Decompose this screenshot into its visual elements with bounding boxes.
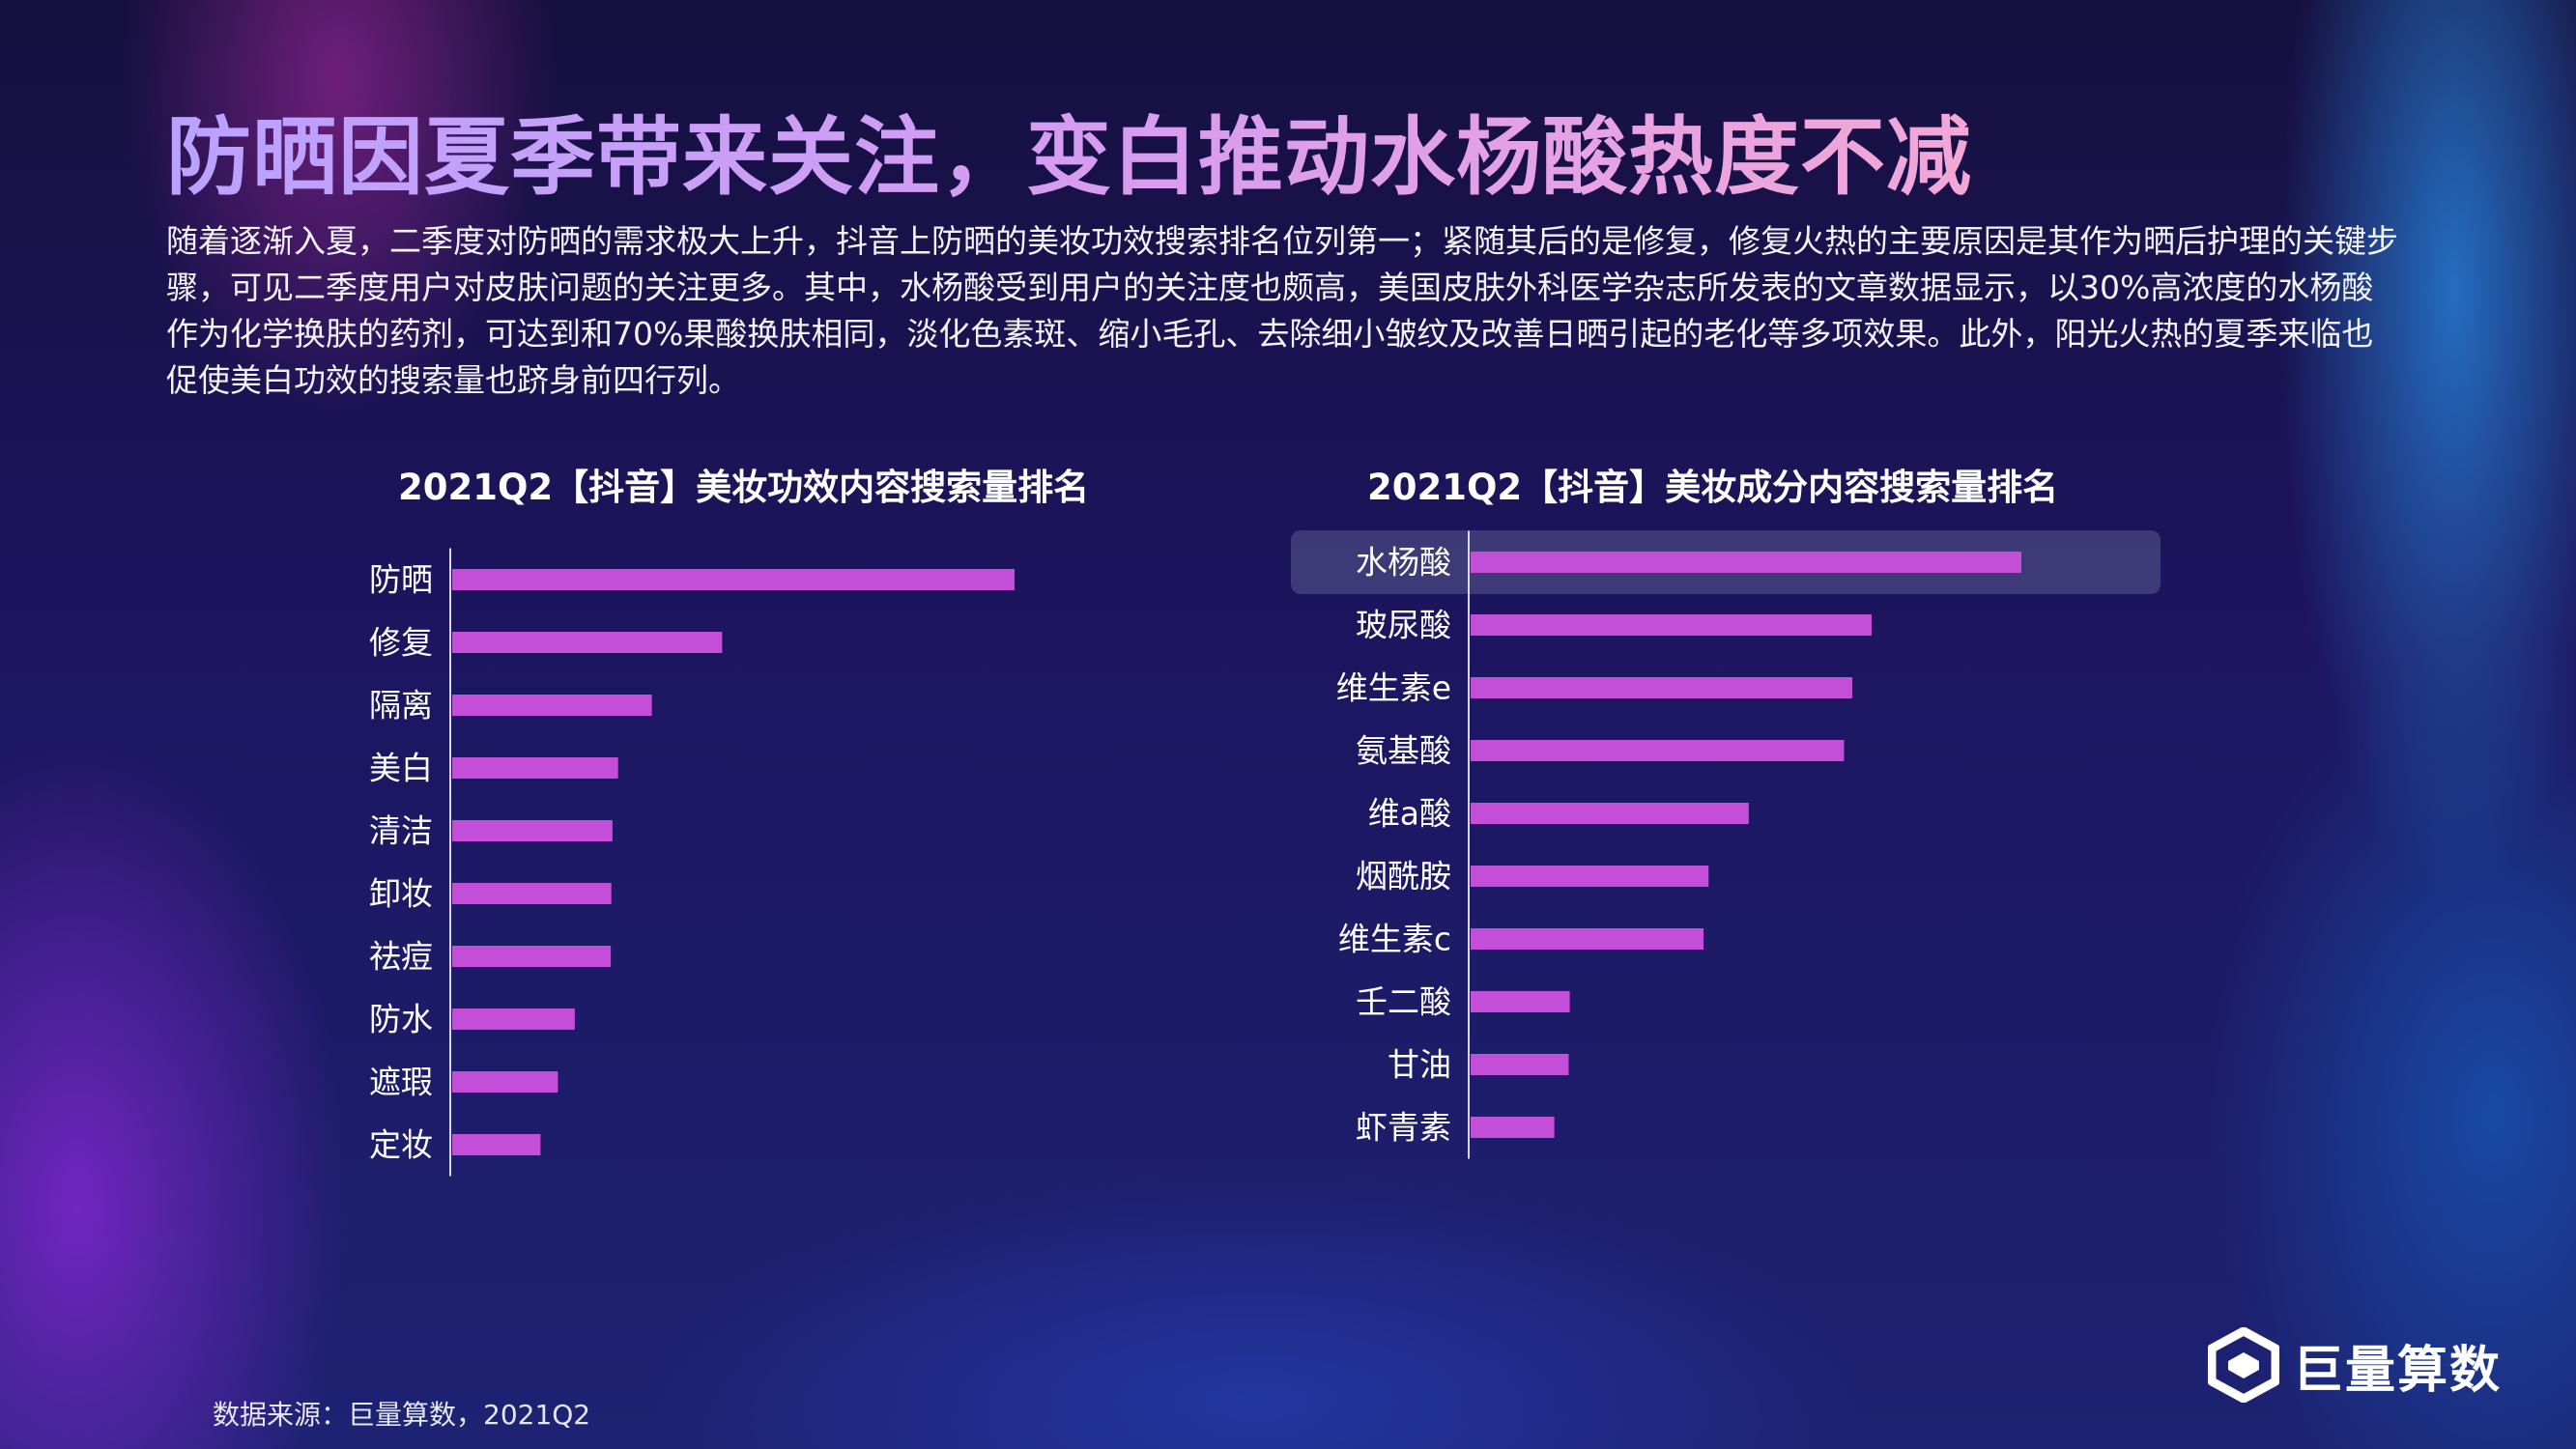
ingredient-label-3: 氨基酸 bbox=[1356, 732, 1451, 770]
efficacy-bar-9 bbox=[452, 1134, 541, 1155]
efficacy-label-7: 防水 bbox=[369, 1001, 433, 1038]
ingredient-label-4: 维a酸 bbox=[1368, 795, 1451, 833]
efficacy-bar-6 bbox=[452, 946, 612, 967]
efficacy-bar-7 bbox=[452, 1009, 575, 1030]
ingredient-bar-4 bbox=[1471, 803, 1749, 824]
page-title: 防晒因夏季带来关注，变白推动水杨酸热度不减 bbox=[166, 89, 1972, 212]
efficacy-label-4: 清洁 bbox=[369, 812, 433, 850]
efficacy-label-3: 美白 bbox=[369, 750, 433, 787]
ingredient-bar-0 bbox=[1471, 552, 2021, 573]
ingredient-label-6: 维生素c bbox=[1338, 921, 1451, 958]
efficacy-label-2: 隔离 bbox=[369, 687, 433, 724]
efficacy-label-9: 定妆 bbox=[369, 1126, 433, 1164]
ingredient-label-0: 水杨酸 bbox=[1356, 544, 1451, 582]
ingredient-bar-9 bbox=[1471, 1117, 1555, 1138]
logo-icon bbox=[2208, 1327, 2279, 1403]
efficacy-label-6: 祛痘 bbox=[369, 938, 433, 976]
efficacy-bar-3 bbox=[452, 757, 618, 779]
ingredient-bar-2 bbox=[1471, 677, 1853, 698]
ingredient-label-9: 虾青素 bbox=[1356, 1109, 1451, 1147]
ingredient-label-2: 维生素e bbox=[1336, 669, 1451, 707]
ingredient-label-8: 甘油 bbox=[1388, 1046, 1451, 1084]
ingredient-bar-3 bbox=[1471, 740, 1845, 761]
efficacy-label-1: 修复 bbox=[369, 624, 433, 662]
ingredient-bar-1 bbox=[1471, 614, 1872, 636]
chart-title-efficacy: 2021Q2【抖音】美妆功效内容搜索量排名 bbox=[398, 467, 1090, 508]
efficacy-bar-2 bbox=[452, 695, 652, 716]
chart-title-ingredient: 2021Q2【抖音】美妆成分内容搜索量排名 bbox=[1367, 467, 2059, 508]
ingredient-bar-6 bbox=[1471, 928, 1704, 950]
efficacy-label-8: 遮瑕 bbox=[369, 1064, 433, 1101]
ingredient-bar-7 bbox=[1471, 991, 1570, 1012]
brand-logo: 巨量算数 bbox=[2208, 1325, 2502, 1405]
efficacy-label-0: 防晒 bbox=[369, 561, 433, 599]
efficacy-bar-0 bbox=[452, 569, 1015, 590]
efficacy-bar-5 bbox=[452, 883, 612, 904]
data-source-note: 数据来源：巨量算数，2021Q2 bbox=[213, 1399, 591, 1431]
efficacy-bar-8 bbox=[452, 1071, 558, 1093]
efficacy-label-5: 卸妆 bbox=[369, 875, 433, 913]
ingredient-label-5: 烟酰胺 bbox=[1356, 858, 1451, 895]
efficacy-bar-1 bbox=[452, 632, 723, 653]
page-description: 随着逐渐入夏，二季度对防晒的需求极大上升，抖音上防晒的美妆功效搜索排名位列第一；… bbox=[166, 222, 2398, 399]
ingredient-label-7: 壬二酸 bbox=[1356, 983, 1451, 1021]
logo-text: 巨量算数 bbox=[2293, 1341, 2503, 1400]
ingredient-bar-5 bbox=[1471, 866, 1709, 887]
efficacy-bar-4 bbox=[452, 820, 613, 841]
ingredient-bar-8 bbox=[1471, 1054, 1569, 1075]
ingredient-label-1: 玻尿酸 bbox=[1356, 607, 1451, 644]
